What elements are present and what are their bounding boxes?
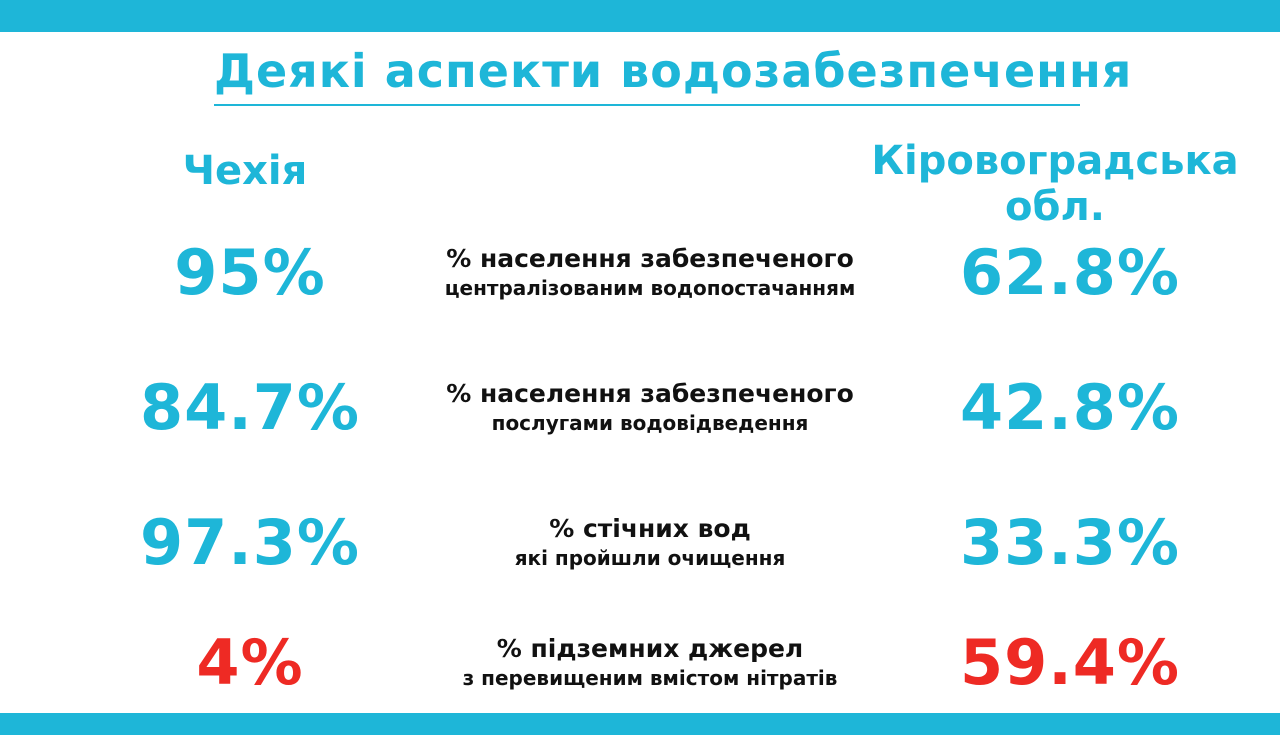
right-value: 42.8% <box>959 370 1181 444</box>
column-header-left: Чехія <box>182 148 308 194</box>
column-header-right: Кіровоградська обл. <box>870 138 1240 230</box>
stat-label-line1: % стічних вод <box>549 513 751 543</box>
stat-row-nitrates: 4% % підземних джерел з перевищеним вміс… <box>0 612 1280 712</box>
slide-title: Деякі аспекти водозабезпечення <box>214 44 1133 98</box>
left-value: 84.7% <box>139 370 361 444</box>
stat-label-line2: з перевищеним вмістом нітратів <box>462 666 838 691</box>
stat-label-line1: % населення забезпеченого <box>446 243 854 273</box>
top-accent-band <box>0 0 1280 32</box>
stat-row-sewerage: 84.7% % населення забезпеченого послугам… <box>0 357 1280 457</box>
stat-label: % населення забезпеченого централізовани… <box>370 222 930 322</box>
stat-row-water-supply: 95% % населення забезпеченого централізо… <box>0 222 1280 322</box>
stat-row-wastewater-treated: 97.3% % стічних вод які пройшли очищення… <box>0 492 1280 592</box>
right-value: 33.3% <box>959 505 1181 579</box>
column-header-right-line2: обл. <box>1005 184 1105 230</box>
right-value: 62.8% <box>959 235 1181 309</box>
right-value: 59.4% <box>959 625 1181 699</box>
stat-label-line2: які пройшли очищення <box>514 546 786 571</box>
stat-label-line2: послугами водовідведення <box>491 411 809 436</box>
left-value: 97.3% <box>139 505 361 579</box>
title-underline <box>214 104 1080 106</box>
stat-label-line1: % населення забезпеченого <box>446 378 854 408</box>
stat-label: % стічних вод які пройшли очищення <box>370 492 930 592</box>
bottom-accent-band <box>0 713 1280 735</box>
stat-label-line1: % підземних джерел <box>496 633 804 663</box>
column-header-right-line1: Кіровоградська <box>871 138 1239 184</box>
stat-label: % населення забезпеченого послугами водо… <box>370 357 930 457</box>
stat-label: % підземних джерел з перевищеним вмістом… <box>370 612 930 712</box>
left-value: 95% <box>174 235 326 309</box>
stat-label-line2: централізованим водопостачанням <box>444 276 856 301</box>
left-value: 4% <box>196 625 304 699</box>
